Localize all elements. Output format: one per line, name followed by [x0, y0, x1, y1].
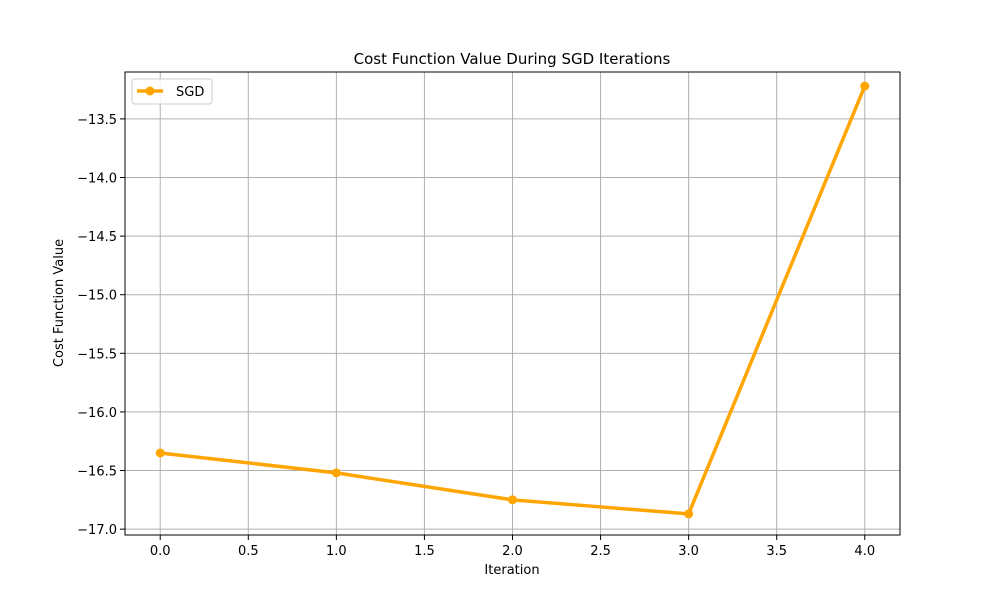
data-point	[331, 468, 341, 478]
y-tick-label: −15.5	[77, 347, 117, 362]
x-tick-label: 0.5	[238, 544, 259, 559]
data-point	[508, 495, 517, 505]
x-tick-label: 2.5	[590, 544, 611, 559]
legend-entry-sgd: SGD	[176, 85, 204, 100]
y-tick-label: −14.5	[77, 230, 117, 245]
data-point	[860, 81, 870, 91]
legend-marker-swatch	[145, 86, 155, 96]
x-tick-label: 3.5	[766, 544, 787, 559]
chart-title: Cost Function Value During SGD Iteration…	[354, 50, 671, 68]
data-point	[155, 448, 165, 458]
legend-box	[131, 78, 213, 105]
x-tick-label: 2.0	[502, 544, 523, 559]
y-axis: −17.0 −16.5 −16.0 −15.5 −15.0 −14.5 −14.0 −13.5	[77, 113, 125, 538]
x-tick-label: 3.0	[678, 544, 699, 559]
x-axis: 0.0 0.5 1.0 1.5 2.0 2.5 3.0 3.5 4.0	[150, 535, 875, 559]
series-layer	[155, 81, 870, 519]
x-tick-label: 0.0	[150, 544, 171, 559]
y-tick-label: −14.0	[77, 171, 117, 186]
y-tick-label: −17.0	[77, 523, 117, 538]
legend: SGD	[131, 78, 213, 105]
grid	[125, 72, 900, 535]
data-point	[684, 509, 694, 519]
y-axis-label: Cost Function Value	[52, 239, 67, 367]
x-tick-label: 1.5	[414, 544, 435, 559]
y-tick-label: −16.0	[77, 406, 117, 421]
y-tick-label: −15.0	[77, 289, 117, 304]
x-tick-label: 1.0	[326, 544, 347, 559]
y-tick-label: −13.5	[77, 113, 117, 128]
x-tick-label: 4.0	[854, 544, 875, 559]
y-tick-label: −16.5	[77, 465, 117, 480]
x-axis-label: Iteration	[484, 563, 539, 578]
